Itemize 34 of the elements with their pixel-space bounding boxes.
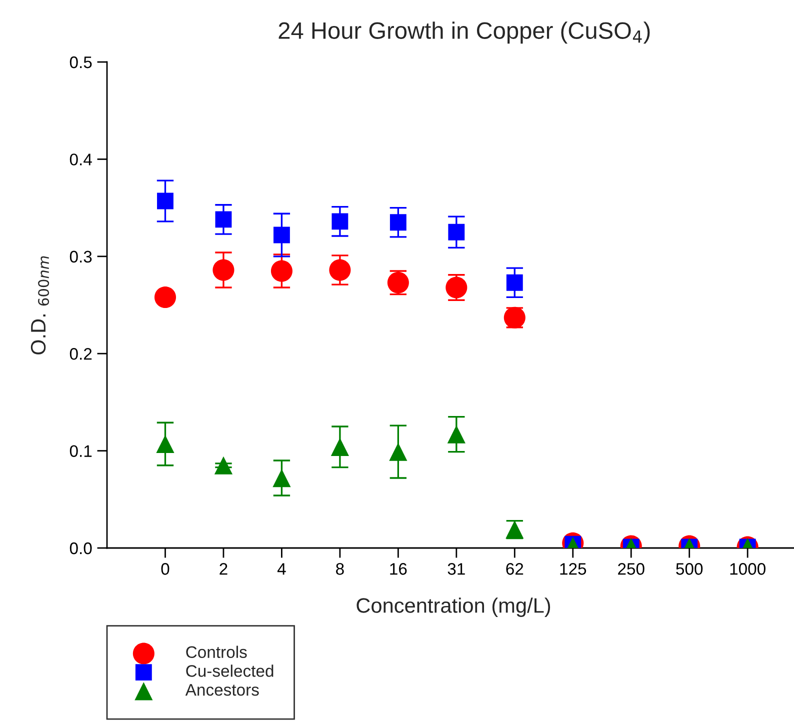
x-tick-label: 8 bbox=[336, 563, 344, 575]
legend-label: Controls bbox=[186, 646, 247, 658]
x-axis-title: Concentration (mg/L) bbox=[356, 598, 550, 617]
x-tick-label: 250 bbox=[618, 563, 644, 575]
x-tick-label: 4 bbox=[277, 563, 286, 575]
point bbox=[448, 224, 465, 240]
y-tick-label: 0.4 bbox=[70, 154, 92, 166]
point bbox=[215, 211, 232, 228]
y-tick-label: 0.2 bbox=[70, 348, 92, 360]
legend-label: Cu-selected bbox=[186, 664, 274, 677]
x-tick-label: 31 bbox=[448, 563, 465, 575]
point bbox=[212, 259, 234, 281]
chart-title: 24 Hour Growth in Copper (CuSO$_{4}$) bbox=[278, 22, 650, 44]
point bbox=[270, 260, 292, 282]
y-axis-title: O.D. $_{600nm}$ bbox=[30, 256, 50, 354]
point bbox=[506, 274, 523, 291]
x-tick-label: 125 bbox=[560, 563, 586, 575]
x-tick-label: 16 bbox=[390, 563, 407, 575]
point bbox=[390, 214, 406, 231]
point bbox=[154, 286, 176, 308]
point bbox=[329, 259, 351, 281]
y-tick-label: 0.1 bbox=[70, 445, 92, 458]
y-tick-label: 0.0 bbox=[70, 542, 92, 554]
x-tick-label: 2 bbox=[220, 563, 228, 575]
x-tick-label: 0 bbox=[161, 563, 170, 575]
x-tick-label: 1000 bbox=[730, 563, 766, 575]
point bbox=[332, 213, 348, 230]
y-tick-label: 0.3 bbox=[70, 250, 92, 263]
legend-label: Ancestors bbox=[185, 684, 259, 696]
x-tick-label: 62 bbox=[506, 563, 524, 575]
y-tick-label: 0.5 bbox=[70, 56, 92, 68]
point bbox=[273, 226, 290, 244]
x-tick-label: 500 bbox=[676, 563, 703, 575]
point bbox=[157, 192, 174, 210]
